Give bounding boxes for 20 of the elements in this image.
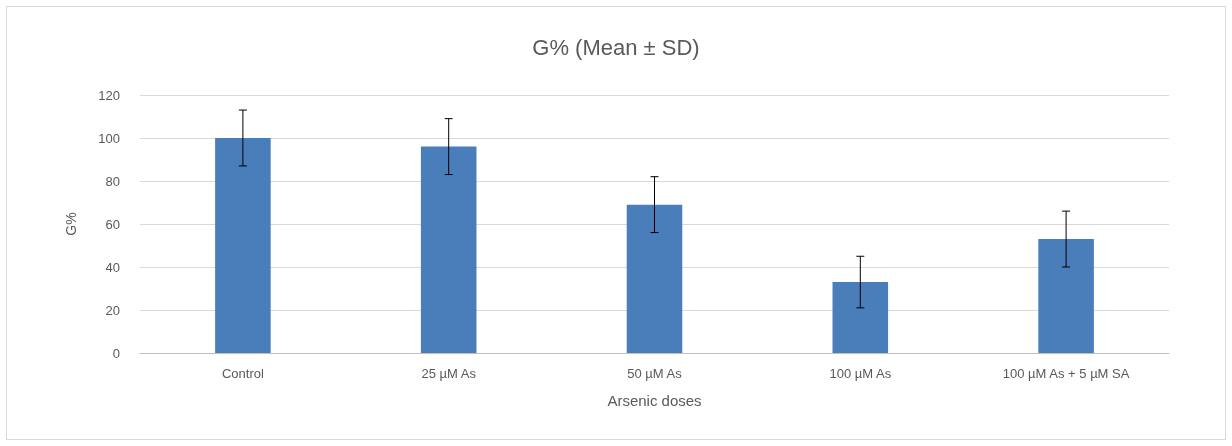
bar [420, 146, 477, 353]
y-tick-label: 60 [105, 216, 120, 232]
x-tick-label: 100 µM As [829, 366, 892, 381]
y-tick-label: 20 [105, 302, 120, 318]
x-tick-label: 50 µM As [627, 366, 683, 381]
bar [626, 204, 683, 353]
y-tick-label: 120 [98, 87, 120, 103]
bar [215, 138, 271, 353]
bar [1038, 239, 1094, 353]
y-tick-label: 100 [98, 130, 120, 146]
chart-title: G% (Mean ± SD) [532, 34, 700, 60]
y-tick-label: 0 [112, 345, 120, 361]
x-axis-title: Arsenic doses [607, 392, 702, 409]
bar [832, 282, 889, 353]
x-tick-label: 25 µM As [421, 366, 477, 381]
x-tick-label: 100 µM As + 5 µM SA [1002, 366, 1130, 381]
y-tick-label: 80 [105, 173, 120, 189]
y-tick-label: 40 [105, 259, 120, 275]
y-axis-title: G% [63, 212, 79, 236]
x-tick-label: Control [221, 366, 264, 381]
